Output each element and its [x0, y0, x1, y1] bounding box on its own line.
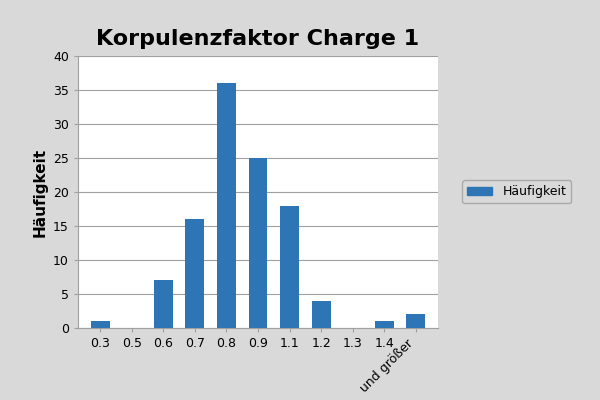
- Bar: [185, 219, 205, 328]
- Y-axis label: Häufigkeit: Häufigkeit: [32, 148, 47, 236]
- Bar: [280, 206, 299, 328]
- Bar: [311, 301, 331, 328]
- Bar: [154, 280, 173, 328]
- Title: Korpulenzfaktor Charge 1: Korpulenzfaktor Charge 1: [97, 29, 419, 49]
- Bar: [406, 314, 425, 328]
- Bar: [248, 158, 268, 328]
- Bar: [217, 83, 236, 328]
- Legend: Häufigkeit: Häufigkeit: [462, 180, 571, 204]
- Bar: [375, 321, 394, 328]
- Bar: [91, 321, 110, 328]
